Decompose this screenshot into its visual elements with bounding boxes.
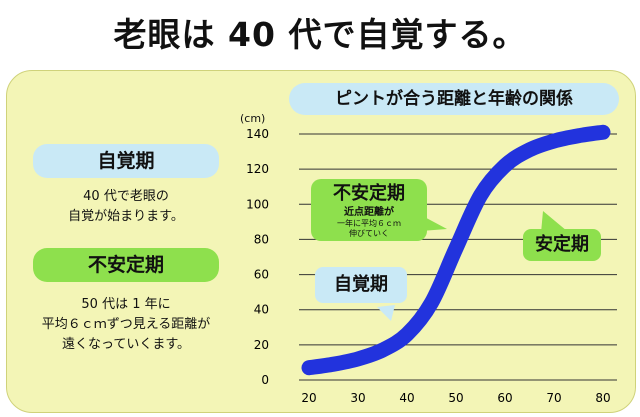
y-tick-labels: 0 20 40 60 80 100 120 140 bbox=[246, 127, 269, 387]
x-tick-label: 20 bbox=[301, 391, 316, 405]
x-tick-label: 40 bbox=[399, 391, 414, 405]
unstable-callout-line: 伸びていく bbox=[349, 229, 389, 238]
awareness-text-line: 自覚が始まります。 bbox=[68, 209, 184, 224]
x-tick-label: 70 bbox=[546, 391, 561, 405]
y-tick-label: 100 bbox=[246, 197, 269, 211]
unstable-callout-title: 不安定期 bbox=[333, 183, 405, 204]
y-axis-unit: (cm) bbox=[240, 112, 266, 125]
x-tick-label: 80 bbox=[595, 391, 610, 405]
unstable-text-line: 50 代は 1 年に bbox=[81, 297, 171, 312]
y-tick-label: 140 bbox=[246, 127, 269, 141]
x-tick-label: 50 bbox=[448, 391, 463, 405]
x-tick-label: 60 bbox=[497, 391, 512, 405]
chart-panel: 自覚期 40 代で老眼の 自覚が始まります。 不安定期 50 代は 1 年に 平… bbox=[6, 70, 636, 413]
unstable-description: 50 代は 1 年に 平均６ｃｍずつ見える距離が 遠くなっていくます。 bbox=[21, 295, 231, 355]
headline: 老眼は 40 代で自覚する。 bbox=[113, 15, 527, 54]
x-tick-labels: 20 30 40 50 60 70 80 bbox=[301, 391, 610, 405]
chart-title: ピントが合う距離と年齢の関係 bbox=[289, 83, 619, 115]
y-tick-label: 80 bbox=[254, 232, 269, 246]
x-tick-label: 30 bbox=[350, 391, 365, 405]
y-tick-label: 40 bbox=[254, 303, 269, 317]
stable-callout-pointer bbox=[541, 211, 567, 233]
awareness-description: 40 代で老眼の 自覚が始まります。 bbox=[21, 187, 231, 227]
unstable-label: 不安定期 bbox=[33, 248, 219, 282]
y-tick-label: 60 bbox=[254, 268, 269, 282]
unstable-callout-line: 近点距離が bbox=[344, 207, 394, 218]
unstable-callout: 不安定期 近点距離が 一年に平均６ｃｍ 伸びていく bbox=[311, 179, 427, 241]
unstable-text-line: 平均６ｃｍずつ見える距離が bbox=[41, 317, 211, 332]
y-tick-label: 0 bbox=[261, 373, 269, 387]
awareness-text-line: 40 代で老眼の bbox=[83, 189, 169, 204]
y-tick-label: 120 bbox=[246, 162, 269, 176]
unstable-callout-line: 一年に平均６ｃｍ bbox=[337, 219, 401, 228]
unstable-text-line: 遠くなっていくます。 bbox=[61, 337, 191, 352]
awareness-callout-pointer bbox=[377, 305, 395, 321]
awareness-label: 自覚期 bbox=[33, 144, 219, 178]
awareness-callout: 自覚期 bbox=[315, 267, 407, 303]
stable-callout: 安定期 bbox=[523, 229, 601, 261]
y-tick-label: 20 bbox=[254, 338, 269, 352]
focus-distance-curve bbox=[301, 124, 611, 376]
